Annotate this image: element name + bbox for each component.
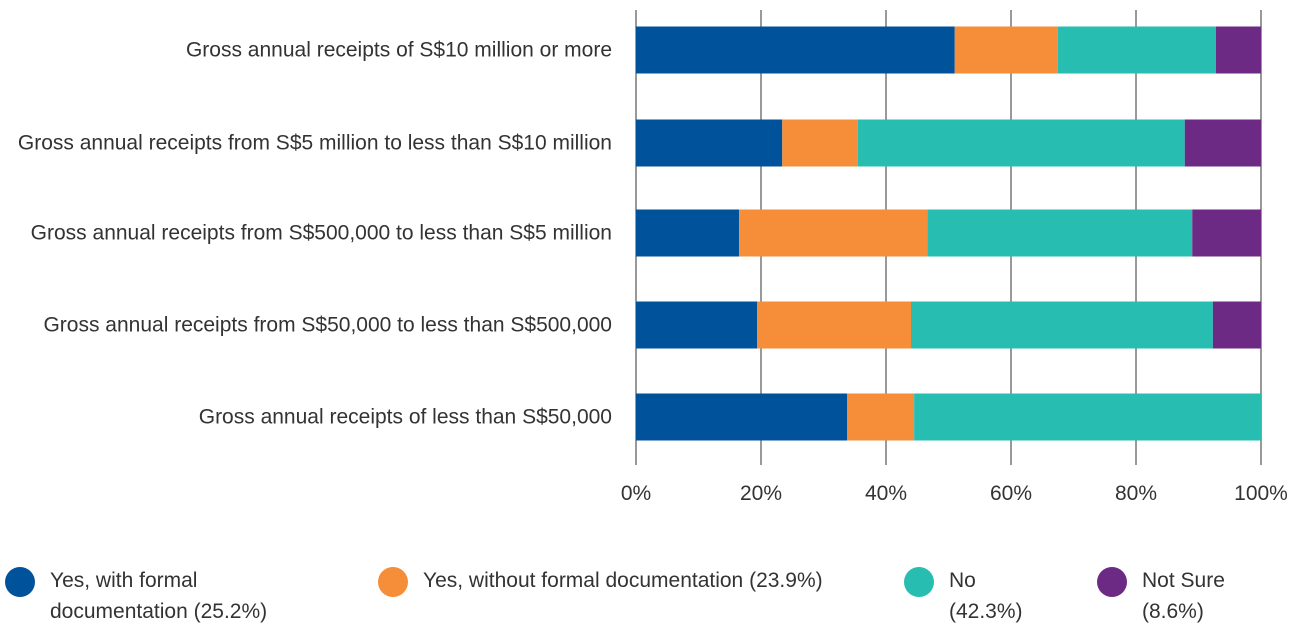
bar-segment [1216,26,1261,74]
category-label: Gross annual receipts of S$10 million or… [185,38,612,62]
x-tick-label: 20% [739,482,783,505]
bar-segment [914,393,1261,441]
category-label: Gross annual receipts of less than S$50,… [198,405,612,429]
bar-segment [954,26,1058,74]
x-tick-label: 100% [1234,482,1288,505]
legend-label: Yes, without formal documentation (23.9%… [423,569,823,592]
bar-segment [739,209,928,257]
bar-segment [927,209,1193,257]
category-label: Gross annual receipts from S$50,000 to l… [43,313,612,337]
bar-segment [757,301,911,349]
category-label: Gross annual receipts from S$500,000 to … [30,221,612,245]
x-tick-label: 60% [989,482,1033,505]
bar-segment [911,301,1213,349]
bar-segment [636,301,758,349]
bar-segment [636,393,848,441]
x-tick-label: 40% [864,482,908,505]
bar-segment [847,393,915,441]
legend-swatch [904,567,934,597]
bar-segment [782,119,858,167]
legend-label: No (42.3%) [949,569,1023,623]
legend-swatch [5,567,35,597]
x-tick-label: 0% [620,482,652,505]
legend-label: Not Sure (8.6%) [1142,569,1225,623]
bar-segment [1192,209,1261,257]
bar-segment [636,209,740,257]
bar-segment [636,26,955,74]
bar-segment [636,119,783,167]
bar-segment [1184,119,1261,167]
legend-swatch [1097,567,1127,597]
bar-segment [857,119,1185,167]
category-label: Gross annual receipts from S$5 million t… [17,131,612,155]
x-tick-label: 80% [1114,482,1158,505]
legend-swatch [378,567,408,597]
legend-label: Yes, with formal documentation (25.2%) [50,569,268,623]
bar-segment [1212,301,1261,349]
bar-segment [1057,26,1216,74]
